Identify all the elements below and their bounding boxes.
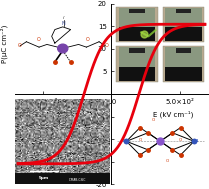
- X-axis label: E (kV cm⁻¹): E (kV cm⁻¹): [153, 110, 193, 118]
- Y-axis label: P(μC cm⁻²): P(μC cm⁻²): [0, 24, 8, 63]
